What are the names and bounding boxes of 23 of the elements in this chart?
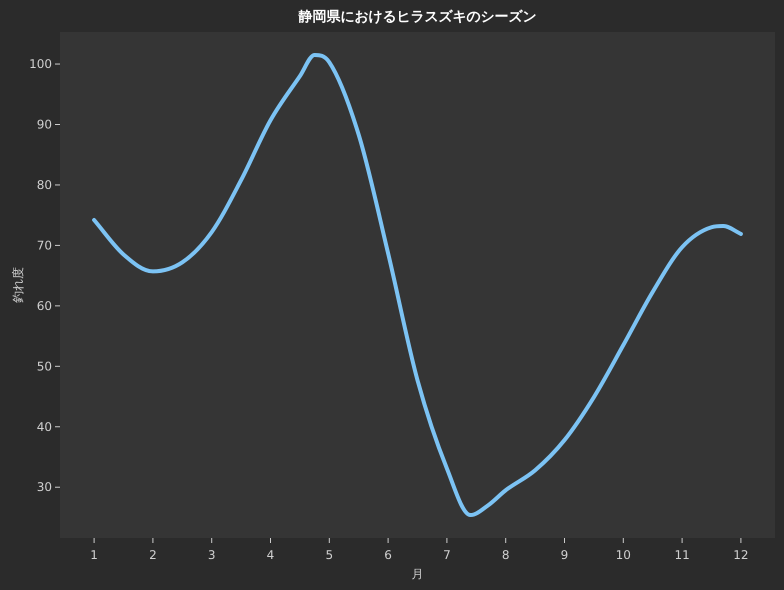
x-tick-label: 7 — [443, 548, 451, 562]
y-tick-label: 70 — [36, 238, 52, 252]
y-tick-label: 40 — [36, 420, 52, 434]
x-tick-label: 9 — [560, 548, 568, 562]
chart-title: 静岡県におけるヒラスズキのシーズン — [298, 9, 536, 25]
y-tick-label: 30 — [36, 480, 52, 494]
x-tick-label: 2 — [149, 548, 157, 562]
x-tick-label: 5 — [325, 548, 334, 562]
y-tick-label: 100 — [29, 57, 52, 72]
x-tick-label: 4 — [266, 548, 274, 562]
x-tick-label: 12 — [733, 548, 749, 562]
x-tick-label: 10 — [616, 548, 631, 562]
x-tick-label: 6 — [384, 548, 392, 562]
x-tick-label: 8 — [502, 548, 510, 562]
y-tick-label: 50 — [36, 359, 52, 374]
x-tick-label: 1 — [90, 548, 98, 562]
x-tick-label: 11 — [674, 548, 690, 562]
y-tick-label: 80 — [36, 178, 52, 192]
x-axis-title: 月 — [412, 567, 424, 581]
y-axis-title: 釣れ度 — [11, 267, 25, 303]
y-tick-label: 60 — [36, 298, 52, 313]
x-tick-label: 3 — [208, 548, 216, 562]
y-tick-label: 90 — [36, 117, 52, 132]
